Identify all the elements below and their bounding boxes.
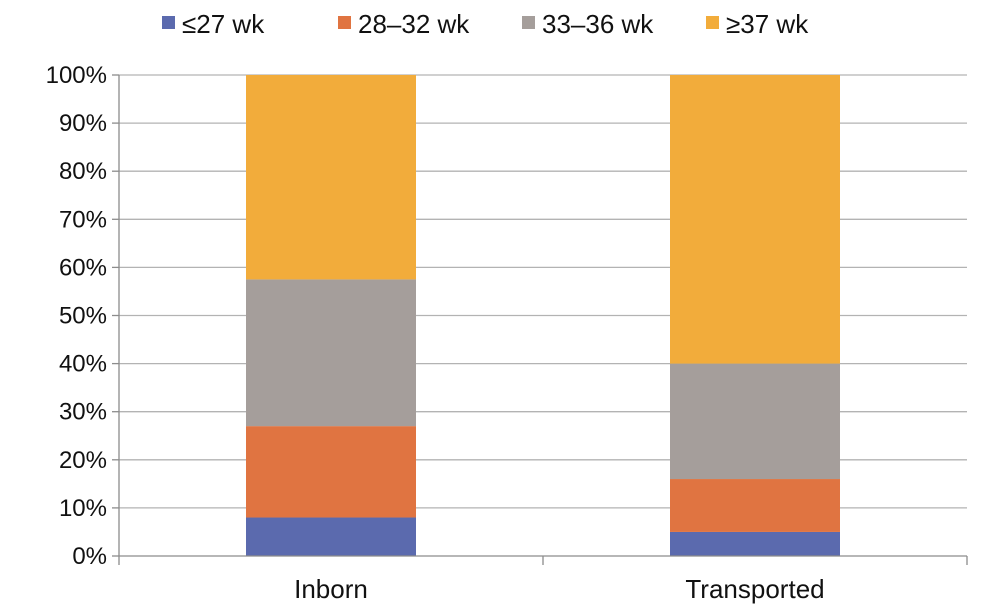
y-tick-label: 90%: [59, 110, 107, 137]
x-category-label: Transported: [685, 574, 824, 604]
y-tick-label: 50%: [59, 303, 107, 330]
legend-swatch-27-wk: [162, 16, 175, 29]
y-tick-label: 40%: [59, 351, 107, 378]
legend-label: 33–36 wk: [542, 9, 654, 39]
legend-swatch-28-32-wk: [338, 16, 351, 29]
bar-transported-28-32-wk: [670, 479, 840, 532]
bar-transported-33-36-wk: [670, 363, 840, 480]
bar-transported-27-wk: [670, 531, 840, 556]
legend-label: 28–32 wk: [358, 9, 470, 39]
legend-label: ≥37 wk: [726, 9, 809, 39]
y-tick-label: 80%: [59, 158, 107, 185]
y-tick-label: 60%: [59, 254, 107, 281]
y-tick-label: 100%: [46, 62, 107, 89]
y-tick-label: 70%: [59, 206, 107, 233]
legend-label: ≤27 wk: [182, 9, 265, 39]
bar-transported-37-wk: [670, 75, 840, 364]
legend-swatch-37-wk: [706, 16, 719, 29]
legend-swatch-33-36-wk: [522, 16, 535, 29]
bar-inborn-37-wk: [246, 75, 416, 280]
bar-inborn-28-32-wk: [246, 426, 416, 518]
bar-inborn-33-36-wk: [246, 279, 416, 427]
axes: [112, 74, 968, 565]
y-tick-label: 10%: [59, 495, 107, 522]
x-category-label: Inborn: [294, 574, 368, 604]
y-tick-label: 0%: [72, 543, 107, 570]
bar-inborn-27-wk: [246, 517, 416, 556]
y-tick-label: 30%: [59, 399, 107, 426]
y-axis-tick-labels: 0% 10% 20% 30% 40% 50% 60% 70% 80% 90% 100%: [46, 62, 107, 570]
x-axis-category-labels: Inborn Transported: [294, 574, 824, 604]
legend: ≤27 wk 28–32 wk 33–36 wk ≥37 wk: [162, 9, 809, 39]
bars: [246, 75, 840, 556]
y-tick-label: 20%: [59, 447, 107, 474]
